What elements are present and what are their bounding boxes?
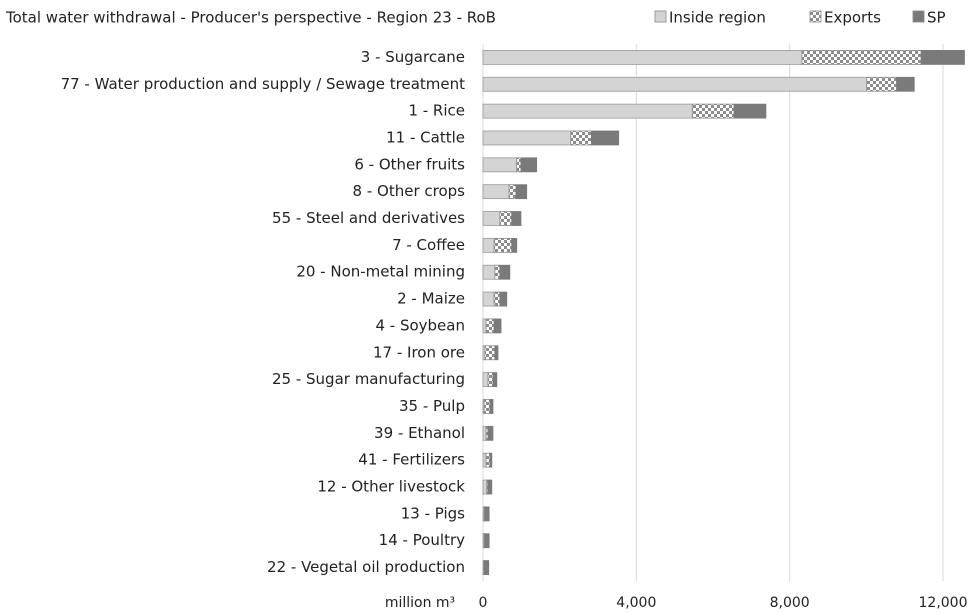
- bar-segment: [482, 452, 487, 468]
- category-label: 2 - Maize: [397, 290, 465, 308]
- bar-segment: [801, 50, 922, 65]
- bar-segment: [484, 560, 490, 575]
- category-label: 11 - Cattle: [386, 128, 465, 146]
- category-label: 55 - Steel and derivatives: [272, 209, 465, 227]
- bar-segment: [482, 372, 489, 388]
- bar-segment: [485, 318, 495, 334]
- bar-segment: [591, 130, 620, 146]
- bar-segment: [484, 345, 496, 361]
- bar-segment: [570, 130, 592, 146]
- bar-segment: [487, 425, 494, 441]
- bar-segment: [482, 50, 803, 65]
- category-label: 8 - Other crops: [353, 182, 466, 200]
- bar-segment: [482, 130, 572, 146]
- legend-label: Inside region: [669, 9, 766, 27]
- bar-segment: [691, 103, 735, 119]
- x-tick-label: 0: [479, 595, 488, 611]
- bar-segment: [483, 399, 491, 414]
- bar-segment: [482, 157, 518, 173]
- bar-segment: [482, 479, 488, 495]
- category-label: 20 - Non-metal mining: [296, 263, 465, 281]
- legend-swatch: [654, 10, 667, 23]
- bar-segment: [493, 291, 501, 307]
- x-axis-label: million m³: [385, 595, 455, 611]
- bar-segment: [487, 372, 494, 388]
- bar-segment: [482, 184, 510, 200]
- bar-segment: [520, 157, 538, 173]
- chart-title: Total water withdrawal - Producer's pers…: [5, 9, 496, 27]
- bar-segment: [484, 533, 490, 549]
- bar-segment: [482, 76, 868, 92]
- x-tick-label: 12,000: [919, 595, 968, 611]
- bar-segment: [499, 264, 511, 280]
- bar-segment: [482, 211, 501, 226]
- category-label: 25 - Sugar manufacturing: [272, 370, 465, 388]
- category-label: 7 - Coffee: [392, 236, 465, 254]
- bar-segment: [482, 318, 487, 334]
- category-label: 35 - Pulp: [399, 397, 465, 415]
- category-label: 77 - Water production and supply / Sewag…: [61, 75, 466, 93]
- bar-segment: [515, 184, 528, 200]
- bar-segment: [482, 264, 496, 280]
- bar-segment: [487, 479, 493, 495]
- bar-segment: [482, 103, 693, 119]
- bar-segment: [511, 211, 522, 226]
- legend-swatch: [809, 10, 822, 23]
- bar-segment: [494, 345, 499, 361]
- bar-segment: [733, 103, 767, 119]
- bar-segment: [493, 237, 513, 253]
- bar-segment: [482, 237, 495, 253]
- bar-segment: [866, 76, 898, 92]
- category-label: 17 - Iron ore: [373, 343, 465, 361]
- category-label: 14 - Poultry: [379, 531, 465, 549]
- category-label: 22 - Vegetal oil production: [267, 558, 465, 576]
- category-label: 3 - Sugarcane: [361, 48, 465, 66]
- category-label: 13 - Pigs: [401, 504, 465, 522]
- x-tick-label: 4,000: [616, 595, 656, 611]
- bar-segment: [489, 452, 493, 468]
- category-label: 39 - Ethanol: [374, 424, 465, 442]
- bar-segment: [482, 291, 495, 307]
- category-label: 41 - Fertilizers: [358, 451, 465, 469]
- bar-segment: [484, 506, 490, 522]
- bar-segment: [493, 318, 502, 334]
- legend-swatch: [912, 10, 925, 23]
- bar-segment: [499, 211, 513, 226]
- bar-segment: [492, 372, 498, 388]
- bar-segment: [489, 399, 494, 414]
- bar-segment: [494, 264, 501, 280]
- category-label: 6 - Other fruits: [354, 155, 465, 173]
- x-tick-label: 8,000: [770, 595, 810, 611]
- bar-segment: [499, 291, 508, 307]
- bar-segment: [920, 50, 965, 65]
- bar-segment: [511, 237, 518, 253]
- category-label: 4 - Soybean: [375, 316, 465, 334]
- bar-segment: [485, 452, 491, 468]
- legend-label: SP: [927, 9, 946, 27]
- legend-label: Exports: [824, 9, 881, 27]
- bar-segment: [482, 425, 487, 441]
- bar-segment: [896, 76, 915, 92]
- category-label: 12 - Other livestock: [317, 478, 465, 496]
- bar-segment: [508, 184, 517, 200]
- category-label: 1 - Rice: [408, 102, 465, 120]
- bar-segment: [516, 157, 522, 173]
